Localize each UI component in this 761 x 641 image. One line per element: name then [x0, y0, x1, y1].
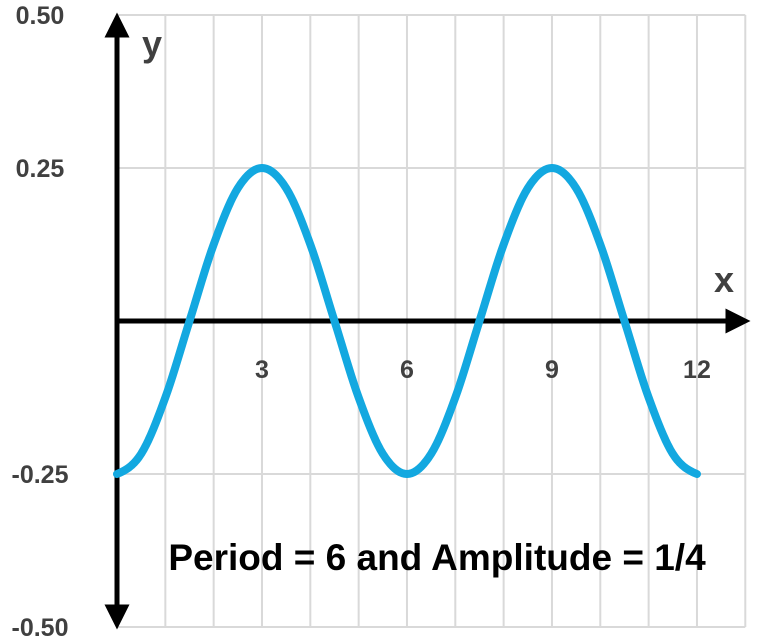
- x-tick-label: 12: [683, 356, 711, 384]
- series-line: [113, 164, 701, 478]
- x-tick-label: 6: [400, 356, 414, 384]
- y-tick-label: 0.50: [16, 2, 65, 30]
- x-tick-label: 9: [545, 356, 559, 384]
- axes: [104, 12, 751, 630]
- y-tick-labels: 0.50 0.25 -0.25 -0.50: [12, 2, 69, 641]
- curve-layer: [113, 164, 701, 478]
- x-tick-labels: 3 6 9 12: [255, 356, 711, 384]
- x-tick-label: 3: [255, 356, 269, 384]
- chart-annotation: Period = 6 and Amplitude = 1/4: [168, 537, 706, 578]
- y-tick-label: -0.25: [12, 461, 69, 489]
- x-axis-label: x: [714, 259, 734, 300]
- y-tick-label: 0.25: [16, 155, 65, 183]
- y-tick-label: -0.50: [12, 614, 69, 641]
- y-axis-label: y: [142, 23, 162, 64]
